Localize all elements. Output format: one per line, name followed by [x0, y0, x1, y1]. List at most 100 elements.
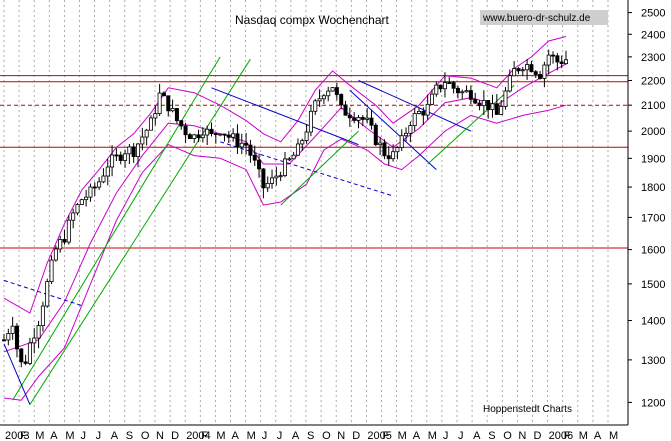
x-tick-label: J: [443, 430, 449, 441]
price-body: [170, 108, 175, 112]
price-body: [205, 128, 210, 136]
band-upper: [3, 36, 567, 314]
price-body: [157, 92, 162, 115]
price-body: [200, 134, 205, 139]
price-body: [417, 110, 422, 114]
x-tick-label: M: [579, 430, 588, 441]
x-tick-label: S: [488, 430, 495, 441]
price-body: [412, 113, 417, 127]
price-body: [391, 151, 396, 160]
price-body: [53, 248, 58, 261]
x-tick-label: D: [352, 430, 360, 441]
price-body: [71, 212, 76, 221]
price-body: [490, 103, 495, 111]
x-tick-label: J: [262, 430, 268, 441]
price-body: [503, 90, 508, 107]
price-body: [455, 87, 460, 94]
x-tick-label: J: [277, 430, 283, 441]
price-body: [369, 117, 374, 126]
price-body: [36, 325, 41, 339]
price-body: [261, 168, 266, 189]
price-body: [62, 239, 67, 243]
price-body: [92, 186, 97, 189]
vertical-grid: [3, 0, 609, 425]
price-body: [386, 155, 391, 160]
trendlines: [3, 56, 515, 405]
price-body: [538, 74, 543, 79]
price-body: [148, 117, 153, 131]
y-tick-label: 1700: [641, 212, 665, 224]
price-body: [326, 90, 331, 97]
x-tick-label: D: [534, 430, 542, 441]
x-tick-label: A: [111, 430, 119, 441]
price-body: [365, 117, 370, 120]
price-body: [235, 133, 240, 148]
price-body: [546, 54, 551, 66]
price-body: [209, 128, 214, 134]
price-body: [460, 91, 465, 94]
price-body: [442, 82, 447, 90]
trendline: [280, 130, 359, 206]
price-body: [464, 90, 469, 93]
price-body: [144, 129, 149, 138]
price-body: [429, 93, 434, 105]
price-body: [49, 259, 54, 283]
price-body: [231, 133, 236, 138]
price-body: [516, 68, 521, 72]
price-body: [179, 120, 184, 127]
price-body: [45, 281, 50, 307]
price-body: [23, 361, 28, 364]
trendline: [211, 87, 359, 146]
price-body: [529, 64, 534, 73]
price-body: [27, 342, 32, 364]
price-body: [274, 175, 279, 179]
price-body: [123, 153, 128, 161]
x-tick-label: A: [594, 430, 602, 441]
x-tick-label: D: [171, 430, 179, 441]
x-tick-label: 2006: [549, 430, 573, 441]
x-tick-label: J: [458, 430, 464, 441]
price-body: [378, 142, 383, 146]
price-body: [79, 199, 84, 205]
price-body: [187, 134, 192, 140]
price-body: [6, 333, 11, 341]
price-body: [304, 131, 309, 142]
trendline: [12, 56, 221, 401]
price-body: [213, 133, 218, 135]
trendline: [29, 58, 251, 405]
x-tick-label: M: [65, 430, 74, 441]
x-tick-label: F: [564, 430, 571, 441]
price-body: [317, 98, 322, 102]
price-body: [347, 114, 352, 119]
y-tick-label: 1400: [641, 316, 665, 328]
price-body: [352, 117, 357, 121]
price-body: [136, 143, 141, 158]
price-body: [520, 69, 525, 72]
price-body: [118, 154, 123, 161]
price-body: [542, 64, 547, 79]
y-tick-label: 2000: [641, 126, 665, 138]
y-tick-label: 2300: [641, 52, 665, 64]
price-body: [127, 146, 132, 155]
y-tick-label: 1300: [641, 355, 665, 367]
x-tick-label: M: [216, 430, 225, 441]
price-body: [278, 175, 283, 178]
price-body: [10, 325, 15, 334]
price-body: [551, 54, 556, 57]
price-body: [244, 142, 249, 146]
price-body: [494, 103, 499, 115]
price-body: [339, 94, 344, 106]
price-body: [559, 61, 564, 65]
band-lower: [3, 104, 567, 401]
watermark: www.buero-dr-schulz.de: [482, 13, 591, 24]
price-body: [282, 158, 287, 177]
x-tick-label: 2004: [186, 430, 210, 441]
price-body: [110, 154, 115, 168]
price-body: [468, 90, 473, 100]
y-tick-label: 1600: [641, 245, 665, 257]
price-body: [313, 100, 318, 112]
price-body: [360, 117, 365, 120]
x-tick-label: A: [50, 430, 58, 441]
